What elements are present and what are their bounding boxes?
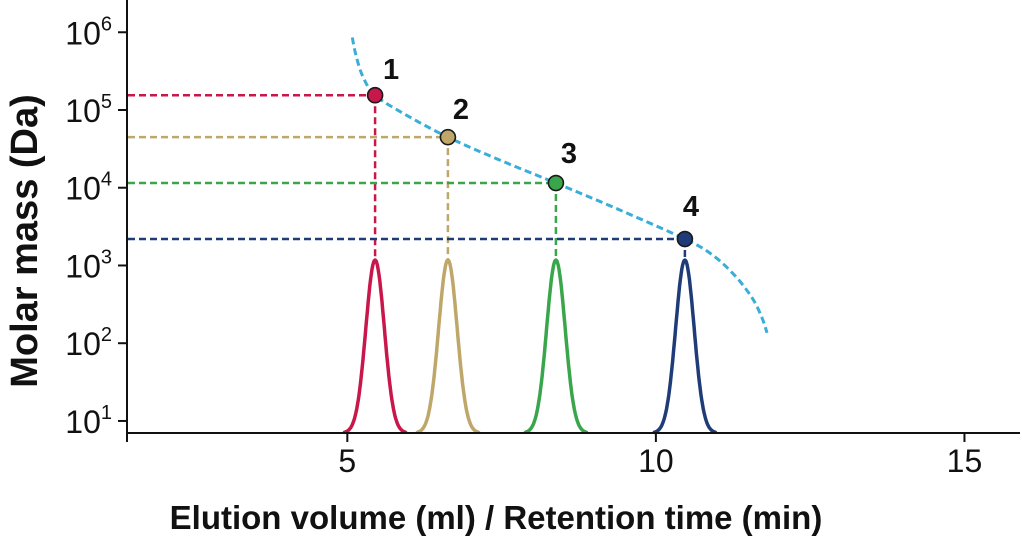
elution-peak-2: [415, 258, 481, 435]
point-labels: 1 2 3 4: [383, 54, 699, 223]
elution-peaks: [342, 258, 718, 435]
y-tick-exponent: 1: [101, 402, 112, 424]
point-label-2: 2: [453, 94, 469, 126]
y-tick-label: 106: [65, 13, 112, 51]
y-tick-base: 10: [65, 248, 101, 284]
y-tick-base: 10: [65, 171, 101, 207]
y-tick-label: 101: [65, 402, 112, 440]
x-axis-title: Elution volume (ml) / Retention time (mi…: [170, 499, 823, 536]
y-tick-exponent: 2: [101, 324, 112, 346]
elution-peak-1: [342, 258, 408, 435]
guide-lines: [128, 93, 687, 262]
elution-peak-3: [523, 258, 589, 435]
y-tick-label: 102: [65, 324, 112, 362]
calibration-point-3: [547, 174, 565, 192]
point-label-4: 4: [683, 191, 699, 223]
y-tick-base: 10: [65, 93, 101, 129]
point-label-1: 1: [383, 54, 399, 86]
calibration-points: [366, 86, 694, 248]
calibration-point-4: [676, 230, 694, 248]
y-tick-base: 10: [65, 15, 101, 51]
y-tick-exponent: 5: [101, 91, 112, 113]
point-label-3: 3: [561, 138, 577, 170]
y-tick-exponent: 4: [101, 169, 112, 191]
x-ticks: 5 10 15: [338, 433, 982, 479]
calibration-point-2: [439, 128, 457, 146]
y-tick-exponent: 6: [101, 13, 112, 35]
x-tick-label: 5: [338, 443, 356, 479]
y-axis-title: Molar mass (Da): [4, 94, 46, 388]
y-tick-exponent: 3: [101, 246, 112, 268]
x-tick-label: 10: [638, 443, 674, 479]
y-tick-base: 10: [65, 404, 101, 440]
x-tick-label: 15: [947, 443, 983, 479]
elution-peak-4: [652, 258, 718, 435]
y-tick-label: 104: [65, 169, 112, 207]
calibration-point-1: [366, 86, 384, 104]
y-tick-label: 103: [65, 246, 112, 284]
y-tick-base: 10: [65, 326, 101, 362]
y-tick-label: 105: [65, 91, 112, 129]
